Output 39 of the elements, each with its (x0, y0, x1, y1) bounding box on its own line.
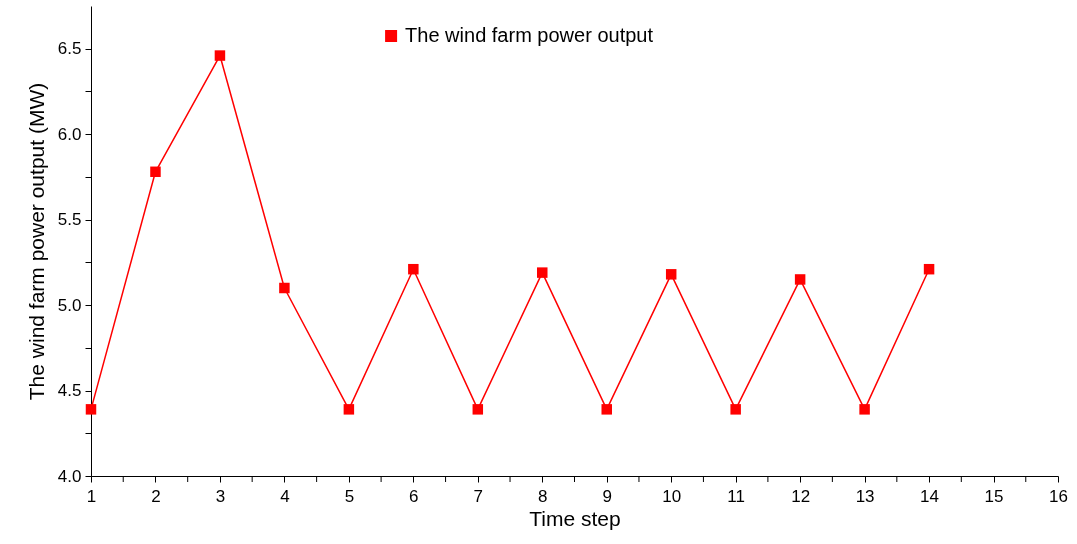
y-tick-label: 4.0 (57, 466, 82, 486)
point (85, 404, 97, 415)
point (343, 404, 355, 415)
x-tick-label: 16 (1049, 486, 1068, 506)
x-axis-title: Time step (529, 506, 621, 530)
x-tick-label: 1 (86, 486, 97, 506)
point (923, 263, 935, 275)
x-tick-label: 6 (409, 486, 419, 506)
x-tick-label: 14 (920, 486, 940, 506)
point (601, 404, 612, 415)
x-tick-label: 5 (344, 486, 355, 506)
point (537, 267, 548, 278)
point (730, 404, 741, 415)
x-tick-label: 4 (280, 486, 290, 506)
point (472, 404, 484, 415)
point (665, 269, 677, 280)
y-tick-label: 4.5 (57, 381, 82, 401)
x-tick-label: 9 (602, 486, 612, 506)
x-tick-label: 2 (151, 486, 161, 506)
legend-label: The wind farm power output (405, 24, 654, 46)
point (214, 50, 226, 61)
x-tick-label: 7 (473, 486, 484, 506)
x-tick-label: 13 (855, 486, 875, 506)
x-tick-label: 8 (538, 486, 548, 506)
point (794, 274, 806, 285)
y-tick-label: 5.5 (57, 210, 82, 230)
x-tick-label: 11 (727, 486, 745, 506)
x-tick-label: 10 (662, 486, 682, 506)
point (859, 404, 870, 415)
y-tick-label: 6.5 (57, 39, 82, 59)
x-tick-label: 3 (215, 486, 226, 506)
x-tick-label: 15 (984, 486, 1004, 506)
y-tick-label: 5.0 (57, 295, 82, 315)
point (279, 282, 290, 294)
point (150, 166, 161, 178)
x-tick-label: 12 (791, 486, 811, 506)
y-tick-label: 6.0 (57, 124, 82, 144)
y-axis-title: The wind farm power output (MW) (24, 82, 48, 401)
point (408, 263, 419, 275)
